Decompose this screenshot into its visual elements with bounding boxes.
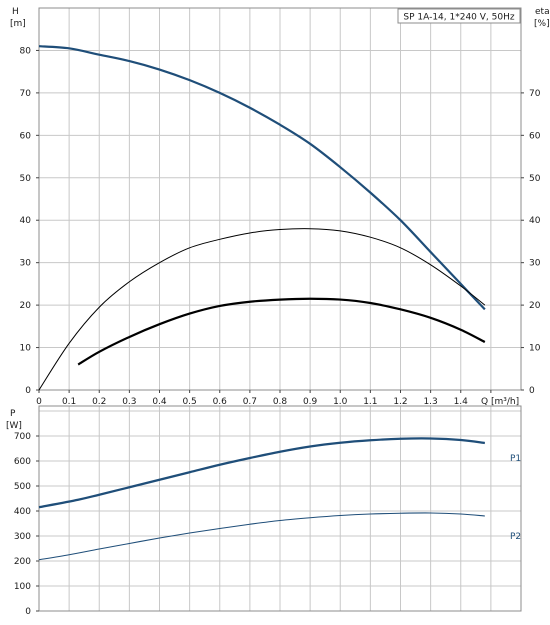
head-axis-unit: [m] — [10, 19, 26, 29]
x-tick-label: 0.7 — [243, 397, 257, 407]
power-axis-unit: [W] — [6, 421, 22, 431]
efficiency-tick-label: 40 — [529, 216, 541, 226]
x-tick-label: 0.6 — [213, 397, 228, 407]
series-line-p1 — [38, 437, 485, 509]
head-axis-label: H — [12, 7, 19, 17]
head-tick-label: 80 — [20, 46, 32, 56]
efficiency-tick-label: 30 — [529, 259, 541, 269]
series-label-p2: P2 — [510, 532, 521, 542]
efficiency-tick-label: 70 — [529, 89, 541, 99]
power-tick-label: 100 — [14, 582, 31, 592]
power-tick-label: 700 — [14, 432, 31, 442]
x-tick-label: 1.3 — [423, 397, 437, 407]
series-line-eta-bold — [77, 297, 486, 366]
head-series — [38, 45, 486, 391]
power-tick-label: 400 — [14, 507, 31, 517]
head-tick-label: 20 — [20, 301, 32, 311]
series-line-efficiency — [38, 228, 486, 391]
power-tick-label: 0 — [25, 607, 31, 617]
x-tick-label: 1.1 — [363, 397, 377, 407]
x-tick-label: 1.0 — [333, 397, 348, 407]
power-tick-label: 200 — [14, 557, 31, 567]
efficiency-tick-label: 50 — [529, 174, 541, 184]
x-tick-label: 0.1 — [62, 397, 76, 407]
head-tick-label: 60 — [20, 131, 32, 141]
head-tick-label: 10 — [20, 344, 32, 354]
power-series — [38, 437, 485, 561]
head-ticks: 0 0.1 0.2 0.3 0.4 0.5 0.6 0.7 0.8 0.9 1.0 1.1 1.2 1.3… — [20, 46, 541, 407]
flow-axis-unit: [m³/h] — [491, 397, 519, 407]
x-tick-label: 0.5 — [182, 397, 196, 407]
head-tick-label: 0 — [25, 386, 31, 396]
head-efficiency-panel: SP 1A-14, 1*240 V, 50Hz H [m] eta [%] Q … — [10, 7, 550, 407]
head-grid — [39, 8, 521, 390]
head-tick-label: 40 — [20, 216, 32, 226]
efficiency-tick-label: 0 — [529, 386, 535, 396]
power-axis-label: P — [10, 409, 16, 419]
power-grid — [39, 406, 521, 611]
flow-axis-label: Q — [481, 397, 488, 407]
efficiency-tick-label: 10 — [529, 344, 541, 354]
x-tick-label: 0.2 — [92, 397, 106, 407]
power-plot-frame — [38, 405, 522, 612]
title-box — [397, 8, 521, 24]
x-tick-label: 1.2 — [393, 397, 407, 407]
x-tick-label: 0.3 — [122, 397, 136, 407]
efficiency-axis-unit: [%] — [534, 19, 550, 29]
x-tick-label: 0 — [36, 397, 42, 407]
power-ticks: 0 100 200 300 400 500 600 700 — [14, 432, 39, 617]
head-tick-label: 50 — [20, 174, 32, 184]
x-tick-label: 0.9 — [303, 397, 318, 407]
efficiency-axis-label: eta — [535, 7, 550, 17]
series-line-p2 — [38, 512, 485, 561]
head-tick-label: 30 — [20, 259, 32, 269]
power-tick-label: 300 — [14, 532, 31, 542]
series-line-head — [38, 45, 486, 311]
x-tick-label: 0.8 — [273, 397, 288, 407]
power-tick-label: 600 — [14, 457, 31, 467]
chart-title: SP 1A-14, 1*240 V, 50Hz — [403, 13, 514, 23]
head-tick-label: 70 — [20, 89, 32, 99]
efficiency-tick-label: 20 — [529, 301, 541, 311]
power-panel: P [W] 0 100 200 300 400 500 600 700 P1 P2 — [6, 405, 522, 617]
efficiency-tick-label: 60 — [529, 131, 541, 141]
power-tick-label: 500 — [14, 482, 31, 492]
x-tick-label: 0.4 — [152, 397, 167, 407]
x-tick-label: 1.4 — [454, 397, 469, 407]
series-label-p1: P1 — [510, 454, 521, 464]
